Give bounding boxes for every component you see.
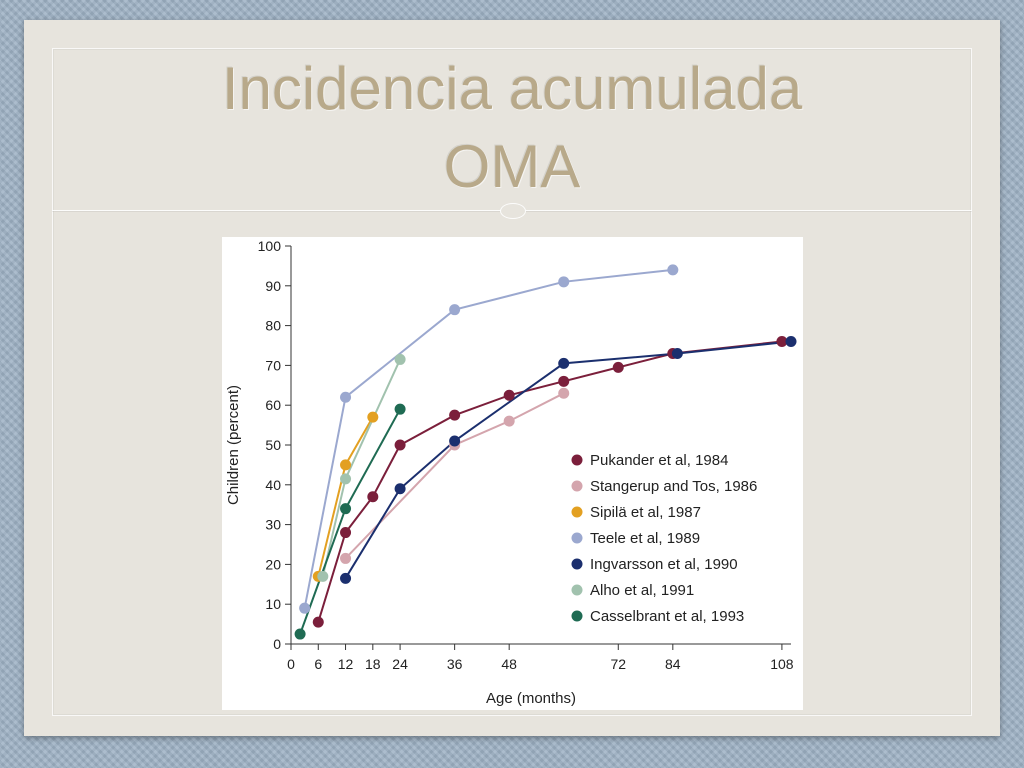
legend-label-1: Stangerup and Tos, 1986 <box>590 478 757 495</box>
x-axis-title: Age (months) <box>486 690 576 707</box>
legend-label-4: Ingvarsson et al, 1990 <box>590 556 738 573</box>
legend-label-0: Pukander et al, 1984 <box>590 452 728 469</box>
data-point-s3-p3 <box>558 276 570 288</box>
chart-panel: 0 10 20 30 40 50 60 70 80 90 100 0 6 12 18 24 36 48 72 84 10… <box>222 237 803 710</box>
data-point-s6-p2 <box>394 403 406 415</box>
x-tick-label: 72 <box>610 656 626 672</box>
data-point-s4-p0 <box>340 572 352 584</box>
data-point-s3-p2 <box>449 304 461 316</box>
data-point-s2-p2 <box>367 411 379 423</box>
y-tick-label: 70 <box>265 357 281 373</box>
chart-series-points <box>294 264 797 640</box>
legend-label-5: Alho et al, 1991 <box>590 582 694 599</box>
legend-marker-3 <box>571 532 583 544</box>
data-point-s0-p0 <box>312 616 324 628</box>
legend-marker-5 <box>571 584 583 596</box>
chart-axes: 0 10 20 30 40 50 60 70 80 90 100 0 6 12 18 24 36 48 72 84 10… <box>258 238 794 672</box>
x-tick-label: 18 <box>365 656 381 672</box>
legend-label-2: Sipilä et al, 1987 <box>590 504 701 521</box>
cumulative-incidence-chart: 0 10 20 30 40 50 60 70 80 90 100 0 6 12 18 24 36 48 72 84 10… <box>225 238 797 707</box>
data-point-s6-p1 <box>340 503 352 515</box>
chart-legend: Pukander et al, 1984 Stangerup and Tos, 1… <box>571 452 757 625</box>
x-tick-label: 24 <box>392 656 408 672</box>
y-tick-label: 100 <box>258 238 282 254</box>
legend-marker-0 <box>571 454 583 466</box>
data-point-s3-p1 <box>340 391 352 403</box>
data-point-s4-p3 <box>558 357 570 369</box>
data-point-s1-p0 <box>340 552 352 564</box>
data-point-s5-p0 <box>317 570 329 582</box>
data-point-s4-p5 <box>785 336 797 348</box>
y-tick-label: 60 <box>265 397 281 413</box>
data-point-s0-p5 <box>503 389 515 401</box>
y-tick-label: 30 <box>265 517 281 533</box>
y-tick-label: 90 <box>265 278 281 294</box>
legend-marker-1 <box>571 480 583 492</box>
data-point-s0-p7 <box>612 361 624 373</box>
legend-marker-2 <box>571 506 583 518</box>
data-point-s0-p3 <box>394 439 406 451</box>
x-tick-label: 48 <box>501 656 517 672</box>
data-point-s2-p1 <box>340 459 352 471</box>
x-tick-label: 108 <box>770 656 794 672</box>
series-line-1 <box>344 392 565 560</box>
data-point-s0-p6 <box>558 375 570 387</box>
legend-marker-4 <box>571 558 583 570</box>
legend-marker-6 <box>571 610 583 622</box>
legend-label-3: Teele et al, 1989 <box>590 530 700 547</box>
legend-label-6: Casselbrant et al, 1993 <box>590 608 744 625</box>
data-point-s4-p1 <box>394 483 406 495</box>
data-point-s3-p4 <box>667 264 679 276</box>
data-point-s0-p4 <box>449 409 461 421</box>
data-point-s6-p0 <box>294 628 306 640</box>
slide-title: Incidencia acumulada OMA <box>24 50 1000 206</box>
slide-title-line-1: Incidencia acumulada <box>221 55 803 122</box>
series-line-6 <box>299 408 401 635</box>
data-point-s0-p2 <box>367 491 379 503</box>
data-point-s3-p0 <box>299 602 311 614</box>
slide-title-line-2: OMA <box>443 133 581 200</box>
y-tick-label: 80 <box>265 318 281 334</box>
data-point-s5-p2 <box>394 353 406 365</box>
y-tick-label: 20 <box>265 556 281 572</box>
data-point-s4-p4 <box>671 347 683 359</box>
data-point-s4-p2 <box>449 435 461 447</box>
y-tick-label: 40 <box>265 477 281 493</box>
data-point-s0-p1 <box>340 527 352 539</box>
data-point-s1-p2 <box>503 415 515 427</box>
y-tick-label: 10 <box>265 596 281 612</box>
series-line-0 <box>317 340 783 623</box>
series-line-4 <box>344 340 792 579</box>
x-tick-label: 12 <box>338 656 354 672</box>
data-point-s1-p3 <box>558 387 570 399</box>
x-tick-label: 6 <box>314 656 322 672</box>
data-point-s5-p1 <box>340 473 352 485</box>
x-tick-label: 84 <box>665 656 681 672</box>
y-tick-label: 50 <box>265 437 281 453</box>
title-divider-ornament <box>500 203 526 219</box>
data-point-s0-p9 <box>776 336 788 348</box>
y-axis-title: Children (percent) <box>225 385 242 505</box>
y-tick-label: 0 <box>273 636 281 652</box>
x-tick-label: 0 <box>287 656 295 672</box>
x-tick-label: 36 <box>447 656 463 672</box>
